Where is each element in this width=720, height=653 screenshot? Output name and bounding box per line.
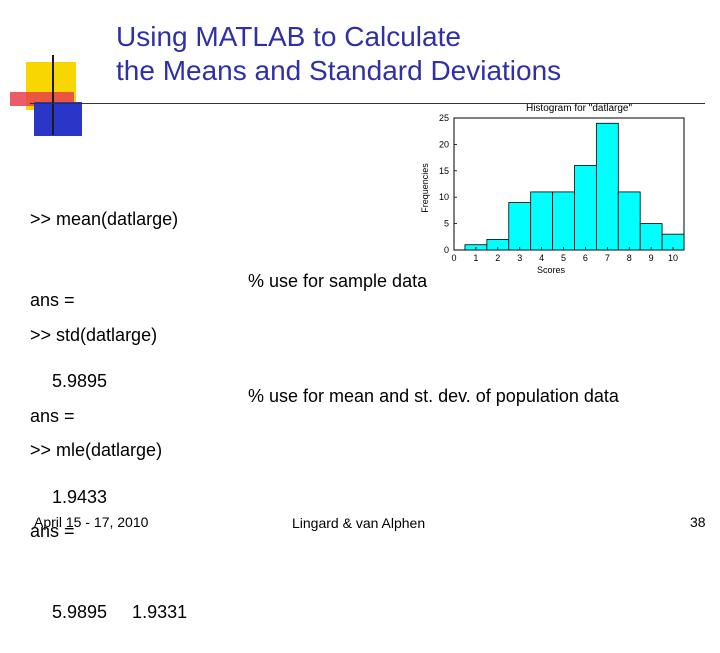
mle-ans-label: ans = bbox=[30, 521, 75, 541]
x-tick-label: 0 bbox=[451, 253, 456, 263]
mle-comment: % use for mean and st. dev. of populatio… bbox=[248, 386, 619, 406]
x-tick-label: 4 bbox=[539, 253, 544, 263]
x-tick-label: 6 bbox=[583, 253, 588, 263]
footer-author: Lingard & van Alphen bbox=[292, 515, 426, 531]
x-tick-label: 7 bbox=[605, 253, 610, 263]
histogram-bar bbox=[574, 165, 597, 251]
std-value: 1.9433 bbox=[52, 487, 108, 507]
mean-block: >> mean(datlarge) ans = 5.9895 bbox=[30, 152, 178, 422]
mean-ans-label: ans = bbox=[30, 290, 75, 310]
y-tick-label: 20 bbox=[439, 139, 449, 149]
std-command: >> std(datlarge) bbox=[30, 325, 158, 345]
x-tick-label: 1 bbox=[473, 253, 478, 263]
histogram-bar bbox=[595, 122, 619, 251]
x-tick-label: 10 bbox=[668, 253, 678, 263]
footer-date: April 15 - 17, 2010 bbox=[34, 514, 149, 530]
decor-blue-block bbox=[34, 102, 82, 136]
y-tick-label: 15 bbox=[439, 166, 449, 176]
chart-title: Histogram for "datlarge" bbox=[526, 103, 632, 114]
x-tick-label: 2 bbox=[495, 253, 500, 263]
x-tick-label: 3 bbox=[517, 253, 522, 263]
decor-vertical-line bbox=[52, 55, 54, 135]
mean-value: 5.9895 bbox=[52, 371, 108, 391]
std-comment: % use for sample data bbox=[248, 271, 428, 291]
page-number: 38 bbox=[690, 514, 706, 530]
title-divider bbox=[30, 103, 705, 104]
histogram-bar bbox=[508, 202, 532, 251]
y-tick-label: 10 bbox=[439, 192, 449, 202]
x-tick-label: 9 bbox=[649, 253, 654, 263]
y-tick-label: 5 bbox=[444, 219, 449, 229]
slide-title: Using MATLAB to Calculate the Means and … bbox=[116, 20, 561, 88]
histogram-bar bbox=[530, 191, 553, 251]
y-tick-label: 0 bbox=[444, 245, 449, 255]
x-axis-label: Scores bbox=[537, 265, 566, 275]
y-tick-label: 25 bbox=[439, 113, 449, 123]
slide-title-line-1: Using MATLAB to Calculate bbox=[116, 21, 461, 52]
x-tick-label: 8 bbox=[627, 253, 632, 263]
histogram-bar bbox=[552, 191, 575, 251]
histogram-chart: 0 1 2 3 4 5 6 7 8 9 10 0 5 10 15 20 25 Histogram for "dat… bbox=[420, 103, 685, 275]
std-ans-label: ans = bbox=[30, 406, 75, 426]
y-axis-label: Frequencies bbox=[420, 163, 430, 213]
mle-command: >> mle(datlarge) bbox=[30, 440, 163, 460]
histogram-bar bbox=[639, 223, 663, 251]
slide-title-line-2: the Means and Standard Deviations bbox=[116, 55, 562, 86]
mle-value: 5.9895 1.9331 bbox=[52, 602, 188, 622]
x-tick-label: 5 bbox=[561, 253, 566, 263]
std-block: >> std(datlarge) ans = 1.9433 bbox=[30, 268, 157, 538]
mean-command: >> mean(datlarge) bbox=[30, 209, 179, 229]
histogram-bar bbox=[617, 191, 641, 251]
